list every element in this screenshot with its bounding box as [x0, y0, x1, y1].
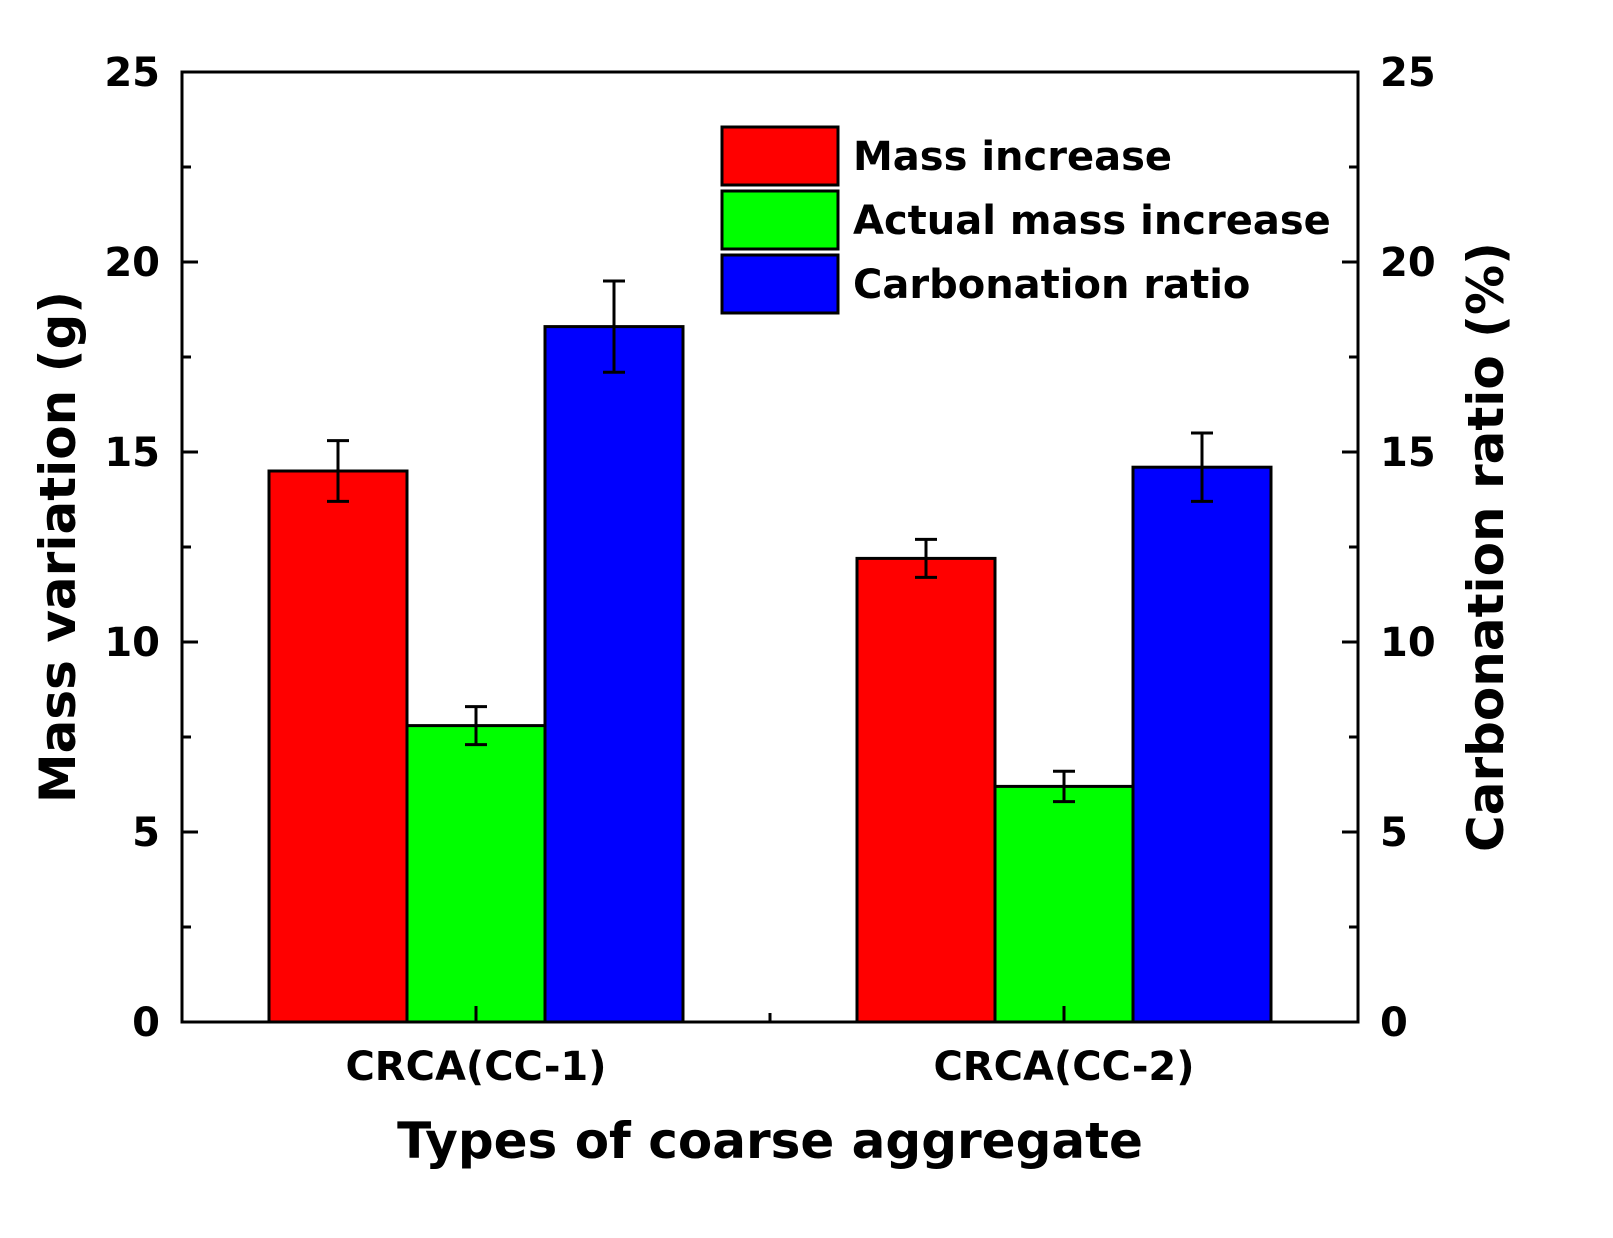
bar — [1131, 465, 1273, 1024]
x-axis-title: Types of coarse aggregate — [397, 1112, 1143, 1170]
y2-tick-label: 10 — [1380, 620, 1436, 666]
y2-tick-label: 5 — [1380, 810, 1408, 856]
y2-tick-label: 25 — [1380, 50, 1436, 96]
bar — [855, 556, 997, 1024]
y-tick-label: 0 — [132, 1000, 160, 1046]
bar — [543, 325, 685, 1024]
ticks-layer: 0 5 10 15 20 25 0 5 10 15 20 25 CRCA(CC-1) CRCA(CC-2) — [104, 50, 1435, 1090]
y-tick-label: 5 — [132, 810, 160, 856]
x-tick-label: CRCA(CC-2) — [933, 1044, 1194, 1090]
legend-label: Actual mass increase — [853, 198, 1331, 244]
y2-tick-label: 20 — [1380, 240, 1436, 286]
y2-axis-title: Carbonation ratio (%) — [1457, 242, 1515, 852]
x-tick-label: CRCA(CC-1) — [345, 1044, 606, 1090]
legend-swatch — [720, 253, 840, 315]
y-tick-label: 25 — [104, 50, 160, 96]
y-tick-label: 15 — [104, 430, 160, 476]
legend-label: Mass increase — [853, 134, 1172, 180]
y-tick-label: 10 — [104, 620, 160, 666]
legend: Mass increase Actual mass increase Carbona… — [720, 125, 1331, 315]
legend-label: Carbonation ratio — [853, 262, 1250, 308]
y2-tick-label: 15 — [1380, 430, 1436, 476]
legend-swatch — [720, 125, 840, 187]
bar — [993, 784, 1135, 1024]
bar — [405, 724, 547, 1024]
y-axis-title: Mass variation (g) — [29, 291, 87, 803]
legend-swatch — [720, 189, 840, 251]
bars-layer — [267, 279, 1273, 1024]
y-tick-label: 20 — [104, 240, 160, 286]
bar — [267, 469, 409, 1024]
y2-tick-label: 0 — [1380, 1000, 1408, 1046]
